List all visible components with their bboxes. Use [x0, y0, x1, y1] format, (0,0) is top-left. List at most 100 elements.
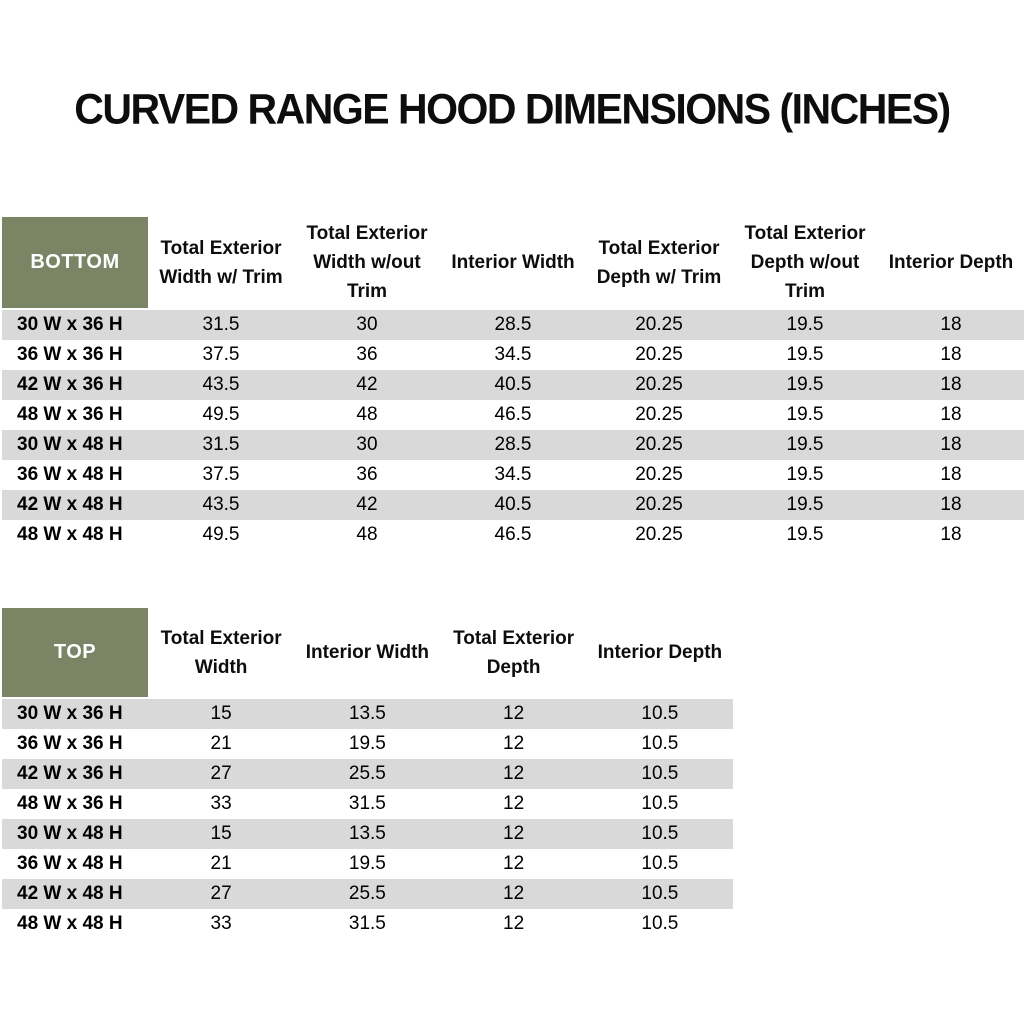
data-cell: 20.25: [635, 464, 683, 485]
data-cell: 31.5: [348, 913, 386, 934]
data-cell: 15: [210, 823, 232, 844]
data-cell: 12: [503, 733, 525, 754]
data-cell: 28.5: [494, 314, 532, 335]
data-cell: 42: [356, 374, 378, 395]
column-header: Interior Depth: [586, 608, 733, 697]
data-cell: 37.5: [202, 464, 240, 485]
data-cell: 25.5: [348, 763, 386, 784]
row-label: 30 W x 48 H: [17, 434, 123, 455]
data-cell: 18: [940, 434, 962, 455]
top-dimensions-table: TOP Total Exterior Width Interior Width Tot…: [2, 608, 733, 939]
data-cell: 19.5: [348, 733, 386, 754]
data-cell: 42: [356, 494, 378, 515]
row-label: 36 W x 36 H: [17, 733, 123, 754]
table-row: 42 W x 48 H 43.5 42 40.5 20.25 19.5 18: [2, 490, 1024, 520]
data-cell: 18: [940, 374, 962, 395]
data-cell: 18: [940, 344, 962, 365]
data-cell: 46.5: [494, 524, 532, 545]
data-cell: 10.5: [641, 883, 679, 904]
data-cell: 49.5: [202, 524, 240, 545]
data-cell: 12: [503, 793, 525, 814]
data-cell: 25.5: [348, 883, 386, 904]
data-cell: 18: [940, 404, 962, 425]
data-cell: 19.5: [786, 494, 824, 515]
page-title: CURVED RANGE HOOD DIMENSIONS (INCHES): [74, 84, 951, 134]
data-cell: 18: [940, 464, 962, 485]
data-cell: 20.25: [635, 314, 683, 335]
data-cell: 10.5: [641, 793, 679, 814]
data-cell: 13.5: [348, 703, 386, 724]
data-cell: 10.5: [641, 823, 679, 844]
data-cell: 19.5: [786, 374, 824, 395]
data-cell: 20.25: [635, 434, 683, 455]
data-cell: 46.5: [494, 404, 532, 425]
row-label: 48 W x 36 H: [17, 404, 123, 425]
data-cell: 27: [210, 883, 232, 904]
bottom-dimensions-table: BOTTOM Total Exterior Width w/ Trim Total …: [2, 217, 1024, 550]
data-cell: 21: [210, 853, 232, 874]
table-row: 42 W x 48 H 27 25.5 12 10.5: [2, 879, 733, 909]
table-row: 42 W x 36 H 27 25.5 12 10.5: [2, 759, 733, 789]
row-label: 30 W x 36 H: [17, 703, 123, 724]
data-cell: 20.25: [635, 374, 683, 395]
data-cell: 21: [210, 733, 232, 754]
data-cell: 19.5: [348, 853, 386, 874]
data-cell: 27: [210, 763, 232, 784]
data-cell: 36: [356, 464, 378, 485]
row-label: 48 W x 48 H: [17, 524, 123, 545]
row-label: 48 W x 48 H: [17, 913, 123, 934]
data-cell: 18: [940, 524, 962, 545]
data-cell: 20.25: [635, 404, 683, 425]
column-header: Total Exterior Depth: [440, 608, 587, 697]
data-cell: 40.5: [494, 494, 532, 515]
data-cell: 13.5: [348, 823, 386, 844]
table-row: 42 W x 36 H 43.5 42 40.5 20.25 19.5 18: [2, 370, 1024, 400]
data-cell: 43.5: [202, 374, 240, 395]
data-cell: 30: [356, 434, 378, 455]
column-header: Total Exterior Width: [148, 608, 295, 697]
column-header: Total Exterior Depth w/out Trim: [732, 217, 878, 308]
column-header: Total Exterior Depth w/ Trim: [586, 217, 732, 308]
row-label: 36 W x 36 H: [17, 344, 123, 365]
data-cell: 36: [356, 344, 378, 365]
data-cell: 20.25: [635, 344, 683, 365]
row-label: 48 W x 36 H: [17, 793, 123, 814]
data-cell: 37.5: [202, 344, 240, 365]
data-cell: 20.25: [635, 524, 683, 545]
data-cell: 12: [503, 883, 525, 904]
data-cell: 10.5: [641, 853, 679, 874]
data-cell: 19.5: [786, 434, 824, 455]
data-cell: 34.5: [494, 344, 532, 365]
table-corner-label: TOP: [2, 608, 148, 697]
column-header: Interior Depth: [878, 217, 1024, 308]
data-cell: 19.5: [786, 404, 824, 425]
data-cell: 12: [503, 913, 525, 934]
table-row: 48 W x 36 H 49.5 48 46.5 20.25 19.5 18: [2, 400, 1024, 430]
row-label: 42 W x 36 H: [17, 763, 123, 784]
data-cell: 19.5: [786, 314, 824, 335]
data-cell: 34.5: [494, 464, 532, 485]
table-row: 48 W x 48 H 49.5 48 46.5 20.25 19.5 18: [2, 520, 1024, 550]
column-header: Interior Width: [440, 217, 586, 308]
data-cell: 19.5: [786, 464, 824, 485]
table-row: 48 W x 36 H 33 31.5 12 10.5: [2, 789, 733, 819]
data-cell: 31.5: [202, 434, 240, 455]
data-cell: 10.5: [641, 733, 679, 754]
table-row: 48 W x 48 H 33 31.5 12 10.5: [2, 909, 733, 939]
table-header-row: BOTTOM Total Exterior Width w/ Trim Total …: [2, 217, 1024, 310]
row-label: 42 W x 48 H: [17, 494, 123, 515]
data-cell: 12: [503, 823, 525, 844]
data-cell: 15: [210, 703, 232, 724]
data-cell: 30: [356, 314, 378, 335]
data-cell: 12: [503, 763, 525, 784]
column-header: Interior Width: [294, 608, 441, 697]
data-cell: 12: [503, 703, 525, 724]
table-row: 30 W x 48 H 15 13.5 12 10.5: [2, 819, 733, 849]
data-cell: 33: [210, 793, 232, 814]
table-row: 36 W x 48 H 21 19.5 12 10.5: [2, 849, 733, 879]
table-row: 30 W x 36 H 31.5 30 28.5 20.25 19.5 18: [2, 310, 1024, 340]
data-cell: 20.25: [635, 494, 683, 515]
table-row: 36 W x 36 H 37.5 36 34.5 20.25 19.5 18: [2, 340, 1024, 370]
table-row: 30 W x 36 H 15 13.5 12 10.5: [2, 699, 733, 729]
table-corner-label: BOTTOM: [2, 217, 148, 308]
